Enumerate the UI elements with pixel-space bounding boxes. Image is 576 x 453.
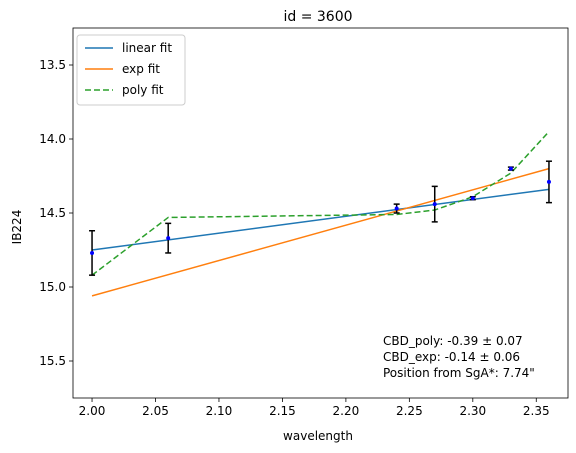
data-point — [166, 236, 171, 241]
legend-box — [76, 34, 186, 106]
x-tick-label: 2.30 — [459, 404, 486, 418]
y-axis-label: IB224 — [10, 210, 24, 245]
data-point — [90, 250, 95, 255]
y-tick-label: 14.0 — [39, 132, 66, 146]
chart-title: id = 3600 — [283, 9, 352, 25]
legend-label: exp fit — [122, 62, 160, 76]
y-tick-label: 13.5 — [39, 58, 66, 72]
legend-label: linear fit — [122, 41, 172, 55]
x-tick-label: 2.15 — [269, 404, 296, 418]
legend: linear fit exp fit poly fit — [76, 34, 186, 106]
data-point — [432, 202, 437, 207]
legend-label: poly fit — [122, 83, 164, 97]
x-tick-label: 2.20 — [333, 404, 360, 418]
data-point — [470, 196, 475, 201]
x-axis: 2.00 2.05 2.10 2.15 2.20 2.25 2.30 2.35 — [79, 398, 550, 418]
plot-area: 2.00 2.05 2.10 2.15 2.20 2.25 2.30 2.35 13.5 14.… — [39, 27, 569, 418]
y-axis: 13.5 14.0 14.5 15.0 15.5 — [39, 58, 73, 368]
y-tick-label: 14.5 — [39, 206, 66, 220]
data-point — [508, 166, 513, 171]
y-tick-label: 15.5 — [39, 354, 66, 368]
annotation-block: CBD_poly: -0.39 ± 0.07 CBD_exp: -0.14 ± … — [383, 334, 535, 380]
annotation-position: Position from SgA*: 7.74" — [383, 366, 535, 380]
x-tick-label: 2.35 — [523, 404, 550, 418]
x-tick-label: 2.00 — [79, 404, 106, 418]
x-tick-label: 2.10 — [206, 404, 233, 418]
annotation-cbd-poly: CBD_poly: -0.39 ± 0.07 — [383, 334, 523, 348]
x-tick-label: 2.25 — [396, 404, 423, 418]
data-point — [394, 206, 399, 211]
y-tick-label: 15.0 — [39, 280, 66, 294]
annotation-cbd-exp: CBD_exp: -0.14 ± 0.06 — [383, 350, 520, 364]
x-tick-label: 2.05 — [142, 404, 169, 418]
data-points — [90, 166, 551, 255]
data-point — [546, 179, 551, 184]
x-axis-label: wavelength — [283, 429, 353, 443]
series-line-exp-fit — [91, 167, 550, 297]
